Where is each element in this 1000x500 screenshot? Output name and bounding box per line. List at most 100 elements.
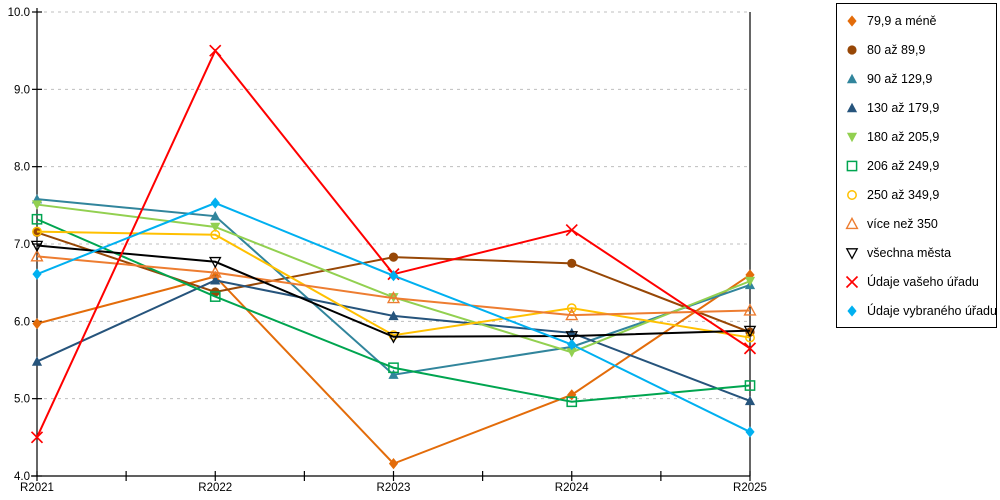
- circle-marker: [847, 44, 857, 55]
- legend-label: 180 až 205,9: [867, 129, 940, 144]
- x-cross-marker: [845, 275, 859, 288]
- square-open-legend-icon: [846, 160, 858, 171]
- legend-item-180-az-205-9: 180 až 205,9: [844, 123, 996, 150]
- square-open-marker: [744, 380, 756, 391]
- legend-label: Údaje vašeho úřadu: [867, 274, 979, 289]
- x-cross-marker: [30, 431, 44, 444]
- series-line: [36, 244, 751, 338]
- legend-item-79-9-a-mene: 79,9 a méně: [844, 7, 996, 34]
- diamond-marker: [32, 318, 42, 330]
- series-3: [31, 275, 756, 406]
- x-tick-label: R2023: [377, 482, 411, 494]
- square-open-marker: [566, 396, 578, 408]
- square-open-marker: [31, 213, 43, 225]
- diamond-marker: [388, 458, 399, 470]
- triangle-up-marker-icon: [844, 71, 860, 87]
- legend-item-vsechna-mesta: všechna města: [844, 239, 996, 266]
- triangle-down-marker: [210, 222, 221, 233]
- series-line: [36, 198, 751, 376]
- diamond-marker-icon: [844, 13, 860, 29]
- triangle-down-open-marker: [30, 240, 44, 253]
- triangle-up-marker: [31, 356, 43, 366]
- triangle-down-marker: [846, 132, 858, 142]
- triangle-down-marker: [566, 348, 577, 358]
- diamond-marker: [847, 304, 857, 317]
- triangle-up-open-marker: [743, 303, 757, 316]
- triangle-down-marker: [31, 200, 43, 210]
- triangle-down-marker: [744, 276, 756, 287]
- circle-open-legend-icon: [847, 189, 857, 200]
- y-tick-label: 7.0: [14, 239, 30, 251]
- square-open-marker: [846, 160, 858, 171]
- diamond-marker: [745, 426, 755, 438]
- triangle-up-marker: [388, 369, 399, 379]
- diamond-marker: [32, 268, 42, 280]
- diamond-marker: [567, 338, 577, 351]
- diamond-legend-icon: [847, 14, 857, 27]
- y-tick-label: 6.0: [14, 316, 30, 328]
- triangle-up-marker: [846, 73, 858, 83]
- triangle-up-marker: [210, 275, 221, 285]
- legend-item-130-az-179-9: 130 až 179,9: [844, 94, 996, 121]
- x-cross-marker-icon: [844, 274, 860, 290]
- x-tick-label: R2024: [555, 482, 589, 494]
- y-tick-label: 8.0: [14, 162, 30, 174]
- legend-item-206-az-249-9: 206 až 249,9: [844, 152, 996, 179]
- series-10: [32, 197, 755, 438]
- triangle-down-open-legend-icon: [845, 247, 859, 260]
- x-cross-legend-icon: [845, 275, 859, 288]
- legend-item-udaje-vaseho-uradu: Údaje vašeho úřadu: [844, 268, 996, 295]
- diamond-marker: [847, 14, 857, 27]
- triangle-up-marker: [388, 310, 399, 321]
- circle-marker: [388, 252, 399, 262]
- series-line: [36, 218, 751, 403]
- legend-item-udaje-vybraneho-uradu: Údaje vybraného úřadu: [844, 297, 997, 324]
- legend-item-90-az-129-9: 90 až 129,9: [844, 65, 996, 92]
- legend-label: 79,9 a méně: [867, 13, 937, 28]
- triangle-down-open-marker: [565, 331, 579, 343]
- square-open-marker: [209, 291, 221, 302]
- square-open-marker: [388, 362, 399, 374]
- circle-marker-icon: [844, 42, 860, 58]
- series-line: [36, 274, 751, 465]
- triangle-down-legend-icon: [846, 132, 858, 142]
- y-tick-label: 4.0: [14, 471, 30, 483]
- triangle-up-marker: [210, 210, 221, 221]
- diamond-marker-icon: [844, 303, 860, 319]
- circle-legend-icon: [847, 44, 857, 55]
- legend-label: 90 až 129,9: [867, 71, 933, 86]
- triangle-down-open-marker: [208, 256, 222, 269]
- x-cross-marker: [743, 342, 757, 355]
- legend-item-250-az-349-9: 250 až 349,9: [844, 181, 996, 208]
- triangle-up-legend-icon: [846, 73, 858, 83]
- x-cross-marker: [209, 44, 222, 57]
- x-cross-marker: [565, 223, 578, 237]
- series-line: [36, 255, 751, 317]
- legend-label: 130 až 179,9: [867, 100, 940, 115]
- triangle-up-legend-icon: [846, 102, 858, 112]
- triangle-up-marker: [846, 102, 858, 112]
- diamond-marker: [388, 270, 399, 282]
- circle-open-marker: [210, 229, 221, 240]
- circle-open-marker-icon: [844, 187, 860, 203]
- x-tick-label: R2022: [198, 482, 232, 494]
- x-tick-label: R2025: [733, 482, 767, 494]
- series-line: [36, 230, 751, 339]
- triangle-up-open-marker: [565, 308, 579, 321]
- y-tick-label: 9.0: [14, 84, 30, 96]
- series-5: [31, 213, 756, 408]
- legend-label: Údaje vybraného úřadu: [867, 303, 997, 318]
- y-tick-label: 5.0: [14, 394, 30, 406]
- triangle-up-open-legend-icon: [845, 216, 859, 229]
- triangle-down-open-marker: [845, 247, 859, 260]
- x-tick-label: R2021: [20, 482, 54, 494]
- series-8: [30, 240, 757, 344]
- square-open-marker-icon: [844, 158, 860, 174]
- diamond-marker: [567, 389, 577, 401]
- legend-label: více než 350: [867, 216, 938, 231]
- triangle-down-open-marker-icon: [844, 245, 860, 261]
- circle-open-marker: [32, 226, 42, 237]
- legend-item-80-az-89-9: 80 až 89,9: [844, 36, 996, 63]
